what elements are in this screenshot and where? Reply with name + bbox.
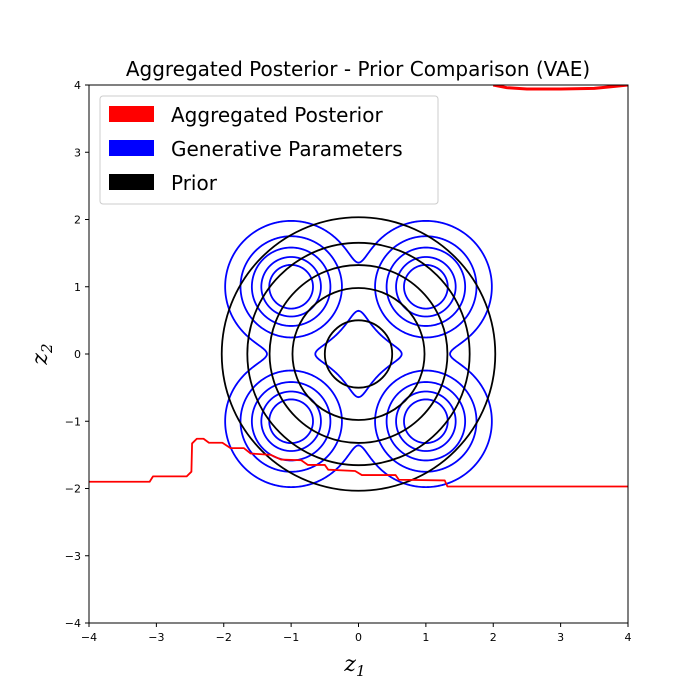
x-tick-label: 0 <box>355 631 362 644</box>
prior-contour-2 <box>268 264 449 444</box>
x-axis-label-sub: 1 <box>356 662 366 680</box>
x-axis-label-base: z <box>343 652 356 677</box>
legend-swatch-aggregated-posterior <box>109 106 154 122</box>
x-axis-label: z1 <box>343 652 365 680</box>
y-tick-label: 0 <box>74 348 81 361</box>
x-tick-label: 1 <box>422 631 429 644</box>
y-tick-label: −4 <box>65 617 81 630</box>
generative-contour-level-4 <box>268 264 449 444</box>
legend: Aggregated Posterior Generative Paramete… <box>99 95 439 205</box>
x-tick-label: 2 <box>490 631 497 644</box>
prior-contour-1 <box>291 287 426 421</box>
legend-label-aggregated-posterior: Aggregated Posterior <box>171 103 383 127</box>
prior-contour-4 <box>220 216 497 492</box>
legend-swatch-generative-parameters <box>109 140 154 156</box>
aggregated-posterior-contour-0 <box>89 437 628 488</box>
x-tick-label: 3 <box>557 631 564 644</box>
series-layer <box>89 85 628 492</box>
legend-swatch-prior <box>109 174 154 190</box>
x-tick-label: −4 <box>81 631 97 644</box>
y-axis-label-base: z <box>28 353 53 366</box>
legend-box <box>99 95 439 205</box>
y-tick-label: 1 <box>74 281 81 294</box>
prior-contour-3 <box>246 241 471 467</box>
x-tick-label: 4 <box>625 631 632 644</box>
y-tick-label: 4 <box>74 79 81 92</box>
prior-contour-0 <box>323 319 394 389</box>
y-tick-label: 2 <box>74 214 81 227</box>
y-tick-label: −1 <box>65 415 81 428</box>
ticks-layer: −4 −3 −2 −1 0 1 2 3 4 −4 −3 −2 −1 0 1 2 3 4 <box>65 79 632 644</box>
chart-title: Aggregated Posterior - Prior Comparison … <box>126 57 590 81</box>
x-tick-label: −2 <box>216 631 232 644</box>
y-axis-label: z2 <box>28 343 56 365</box>
legend-label-generative-parameters: Generative Parameters <box>171 137 403 161</box>
y-tick-label: −2 <box>65 483 81 496</box>
x-tick-label: −1 <box>283 631 299 644</box>
aggregated-posterior-contour-1 <box>492 85 628 91</box>
legend-label-prior: Prior <box>171 171 218 195</box>
y-axis-label-sub: 2 <box>38 343 56 354</box>
x-tick-label: −3 <box>148 631 164 644</box>
y-tick-label: −3 <box>65 550 81 563</box>
y-tick-label: 3 <box>74 146 81 159</box>
